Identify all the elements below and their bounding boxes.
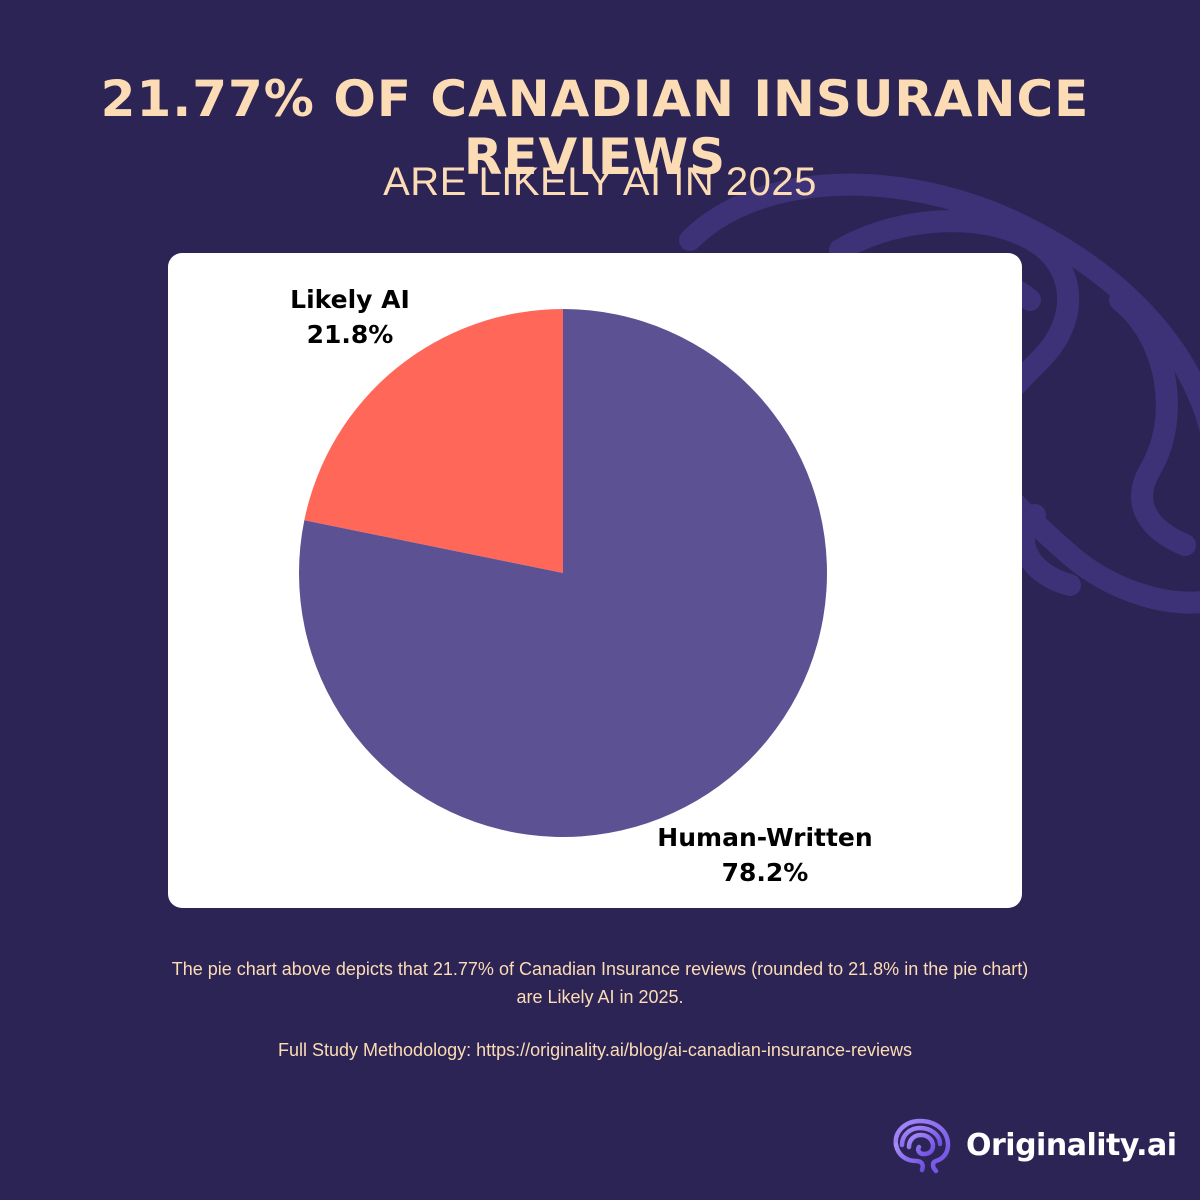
chart-card: Likely AI 21.8% Human-Written 78.2%	[168, 253, 1022, 908]
methodology-link[interactable]: Full Study Methodology: https://original…	[278, 1040, 912, 1060]
pie-slice-human-written	[299, 309, 827, 838]
slice-value-label: 78.2%	[722, 858, 809, 887]
slice-value-label: 21.8%	[307, 320, 394, 349]
page-subtitle: ARE LIKELY AI IN 2025	[383, 160, 817, 204]
brand-name: Originality.ai	[966, 1127, 1177, 1163]
slice-category-label: Human-Written	[657, 823, 872, 852]
chart-caption: The pie chart above depicts that 21.77% …	[171, 959, 1029, 1007]
page-title: 21.77% OF CANADIAN INSURANCE REVIEWS	[100, 70, 1090, 186]
brand-logo[interactable]: Originality.ai	[888, 1115, 1177, 1175]
pie-slice-likely-ai	[304, 309, 563, 573]
brain-icon	[893, 1118, 951, 1174]
slice-category-label: Likely AI	[290, 285, 410, 314]
pie-chart: Likely AI 21.8% Human-Written 78.2%	[290, 285, 873, 887]
